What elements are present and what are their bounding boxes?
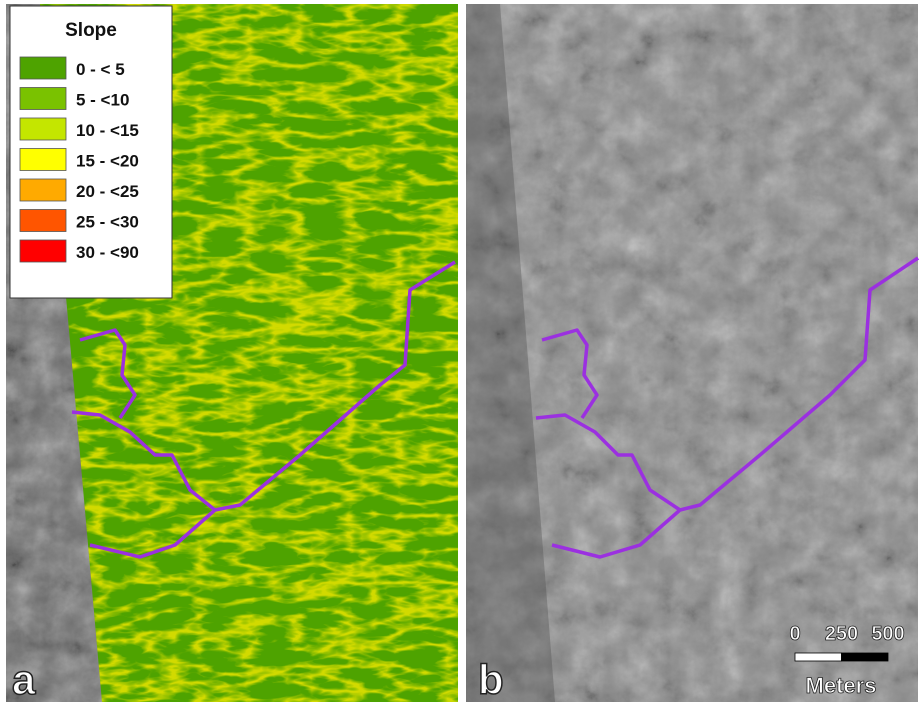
legend-swatch bbox=[20, 118, 66, 140]
scale-segment bbox=[795, 653, 842, 661]
scale-segment bbox=[842, 653, 889, 661]
legend-title: Slope bbox=[65, 20, 117, 41]
panel-label: b bbox=[478, 656, 504, 703]
legend-label: 0 - < 5 bbox=[76, 60, 125, 79]
legend-label: 30 - <90 bbox=[76, 243, 139, 262]
legend-swatch bbox=[20, 149, 66, 171]
scale-tick-label: 250 bbox=[825, 623, 858, 645]
legend-swatch bbox=[20, 210, 66, 232]
legend-swatch bbox=[20, 240, 66, 262]
legend-swatch bbox=[20, 88, 66, 110]
legend-label: 15 - <20 bbox=[76, 152, 139, 171]
legend-label: 10 - <15 bbox=[76, 121, 139, 140]
legend-label: 25 - <30 bbox=[76, 213, 139, 232]
scale-tick-label: 0 bbox=[789, 623, 800, 645]
scale-tick-label: 500 bbox=[871, 623, 904, 645]
legend-swatch bbox=[20, 57, 66, 79]
legend-label: 5 - <10 bbox=[76, 91, 129, 110]
panel-label: a bbox=[12, 656, 36, 703]
legend: Slope 0 - < 5 5 - <10 10 - <15 15 - <20 20 -… bbox=[10, 6, 172, 298]
scale-unit: Meters bbox=[806, 673, 877, 698]
legend-swatch bbox=[20, 179, 66, 201]
legend-label: 20 - <25 bbox=[76, 182, 139, 201]
figure: Slope 0 - < 5 5 - <10 10 - <15 15 - <20 20 -… bbox=[0, 0, 920, 705]
